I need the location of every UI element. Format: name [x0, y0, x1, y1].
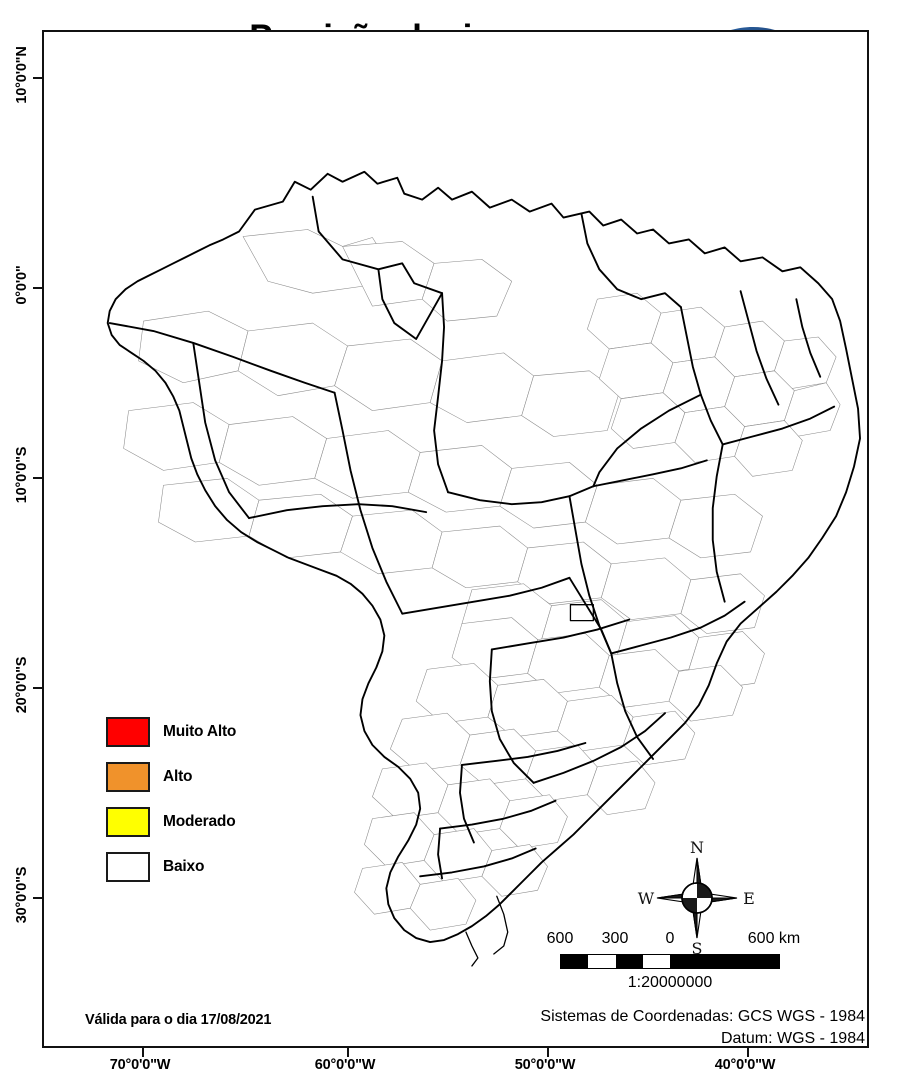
compass-label-south: S [692, 939, 703, 958]
lon-tick-60w [347, 1046, 349, 1057]
legend-swatch-alto [106, 761, 150, 792]
compass-label-north: N [690, 838, 704, 857]
compass-rose: N E S W [637, 838, 755, 958]
lon-label-70w: 70°0'0"W [109, 1057, 171, 1073]
scale-seg-4 [642, 955, 670, 968]
scale-bar-labels: 600 300 0 600 km [542, 930, 802, 952]
lat-tick-30s [33, 897, 44, 899]
legend-row-alto[interactable]: Alto [106, 754, 326, 799]
scale-seg-5 [670, 955, 779, 968]
scale-seg-1 [561, 955, 589, 968]
legend-swatch-baixo [106, 851, 150, 882]
lat-tick-10n [33, 77, 44, 79]
lat-tick-20s [33, 687, 44, 689]
scale-label-600-right: 600 km [747, 930, 801, 947]
datum-text: Datum: WGS - 1984 [720, 1029, 865, 1047]
state-boundaries [106, 170, 861, 967]
legend-label-baixo: Baixo [163, 857, 205, 875]
lon-tick-40w [747, 1046, 749, 1057]
scale-seg-2 [588, 955, 616, 968]
compass-label-west: W [638, 889, 655, 908]
validity-text: Válida para o dia 17/08/2021 [85, 1012, 272, 1028]
compass-label-east: E [743, 889, 755, 908]
lat-label-10n: 10°0'0"N [14, 46, 30, 104]
scale-bar-graphic [560, 954, 780, 969]
scale-ratio: 1:20000000 [627, 974, 713, 991]
lat-label-10s: 10°0'0"S [14, 446, 30, 504]
risk-legend: Muito Alto Alto Moderado Baixo [106, 709, 326, 889]
legend-label-moderado: Moderado [163, 812, 236, 830]
lat-tick-0 [33, 287, 44, 289]
coordinate-system-block: Sistemas de Coordenadas: GCS WGS - 1984 … [540, 1006, 865, 1049]
legend-row-muito-alto[interactable]: Muito Alto [106, 709, 326, 754]
lon-label-60w: 60°0'0"W [314, 1057, 376, 1073]
legend-label-alto: Alto [163, 767, 193, 785]
scale-bar: 600 300 0 600 km 1:20000000 [542, 930, 802, 991]
coordinate-system-text: Sistemas de Coordenadas: GCS WGS - 1984 [540, 1008, 865, 1025]
municipal-boundaries [123, 229, 841, 931]
lon-tick-70w [142, 1046, 144, 1057]
lat-label-0: 0°0'0" [14, 265, 30, 305]
lon-label-50w: 50°0'0"W [514, 1057, 576, 1073]
legend-label-muito-alto: Muito Alto [163, 722, 237, 740]
lon-label-40w: 40°0'0"W [714, 1057, 776, 1073]
lon-tick-50w [547, 1046, 549, 1057]
scale-label-600-left: 600 [546, 930, 574, 947]
legend-row-moderado[interactable]: Moderado [106, 799, 326, 844]
lat-tick-10s [33, 477, 44, 479]
legend-row-baixo[interactable]: Baixo [106, 844, 326, 889]
scale-seg-3 [615, 955, 643, 968]
map-frame: Muito Alto Alto Moderado Baixo N E S W [33, 30, 869, 1057]
legend-swatch-moderado [106, 806, 150, 837]
lat-label-20s: 20°0'0"S [14, 656, 30, 714]
scale-label-300: 300 [601, 930, 629, 947]
scale-label-0: 0 [665, 930, 675, 947]
brazil-risk-map[interactable] [44, 32, 867, 1046]
legend-swatch-muito-alto [106, 716, 150, 747]
lat-label-30s: 30°0'0"S [14, 866, 30, 924]
